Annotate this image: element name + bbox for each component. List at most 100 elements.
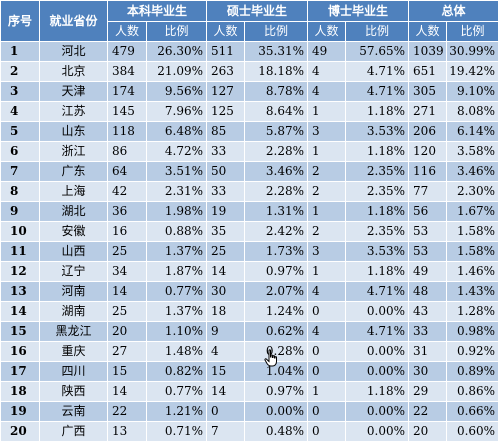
- row-province: 河北: [40, 42, 108, 62]
- cell-undergrad-ratio: 4.72%: [147, 142, 207, 162]
- cell-undergrad-ratio: 0.71%: [147, 422, 207, 442]
- cell-total-ratio: 1.46%: [447, 262, 498, 282]
- cell-undergrad-ratio: 0.88%: [147, 222, 207, 242]
- row-index: 5: [1, 122, 40, 142]
- cell-undergrad-ratio: 9.56%: [147, 82, 207, 102]
- cell-master-count: 125: [207, 102, 245, 122]
- cell-doctor-count: 1: [308, 382, 346, 402]
- cell-master-ratio: 8.64%: [245, 102, 308, 122]
- row-index: 19: [1, 402, 40, 422]
- cell-master-ratio: 35.31%: [245, 42, 308, 62]
- cell-undergrad-ratio: 6.48%: [147, 122, 207, 142]
- cell-total-count: 30: [409, 362, 447, 382]
- cell-total-ratio: 0.98%: [447, 322, 498, 342]
- cell-master-ratio: 2.28%: [245, 182, 308, 202]
- cell-doctor-ratio: 57.65%: [346, 42, 409, 62]
- cell-master-ratio: 2.42%: [245, 222, 308, 242]
- cell-master-count: 14: [207, 382, 245, 402]
- cell-doctor-count: 0: [308, 402, 346, 422]
- cell-total-ratio: 6.14%: [447, 122, 498, 142]
- cell-doctor-count: 49: [308, 42, 346, 62]
- cell-total-ratio: 1.43%: [447, 282, 498, 302]
- cell-total-ratio: 1.28%: [447, 302, 498, 322]
- cell-master-count: 33: [207, 182, 245, 202]
- cell-undergrad-count: 64: [108, 162, 147, 182]
- cell-doctor-count: 1: [308, 102, 346, 122]
- cell-master-count: 511: [207, 42, 245, 62]
- cell-doctor-count: 4: [308, 82, 346, 102]
- header-province: 就业省份: [40, 1, 108, 42]
- cell-total-count: 53: [409, 222, 447, 242]
- cell-total-ratio: 0.89%: [447, 362, 498, 382]
- cell-total-ratio: 8.08%: [447, 102, 498, 122]
- cell-master-ratio: 1.24%: [245, 302, 308, 322]
- header-sub-ratio: 比例: [346, 22, 409, 42]
- cell-undergrad-ratio: 1.37%: [147, 302, 207, 322]
- cell-total-ratio: 9.10%: [447, 82, 498, 102]
- row-province: 辽宁: [40, 262, 108, 282]
- row-province: 广西: [40, 422, 108, 442]
- row-index: 2: [1, 62, 40, 82]
- cell-total-ratio: 1.58%: [447, 242, 498, 262]
- cell-total-ratio: 0.86%: [447, 382, 498, 402]
- cell-total-count: 206: [409, 122, 447, 142]
- cell-doctor-ratio: 1.18%: [346, 202, 409, 222]
- cell-master-ratio: 0.97%: [245, 382, 308, 402]
- cell-master-count: 18: [207, 302, 245, 322]
- cell-master-count: 25: [207, 242, 245, 262]
- header-master: 硕士毕业生: [207, 1, 308, 22]
- cell-doctor-count: 3: [308, 242, 346, 262]
- row-province: 河南: [40, 282, 108, 302]
- cell-doctor-ratio: 0.00%: [346, 342, 409, 362]
- cell-undergrad-count: 14: [108, 282, 147, 302]
- header-sub-ratio: 比例: [147, 22, 207, 42]
- cell-doctor-count: 0: [308, 362, 346, 382]
- cell-doctor-count: 0: [308, 342, 346, 362]
- cell-undergrad-ratio: 0.82%: [147, 362, 207, 382]
- cell-doctor-count: 2: [308, 222, 346, 242]
- cell-undergrad-ratio: 2.31%: [147, 182, 207, 202]
- cell-total-count: 48: [409, 282, 447, 302]
- cell-total-count: 56: [409, 202, 447, 222]
- cell-master-ratio: 0.97%: [245, 262, 308, 282]
- cell-undergrad-ratio: 1.87%: [147, 262, 207, 282]
- row-index: 12: [1, 262, 40, 282]
- row-index: 17: [1, 362, 40, 382]
- cell-undergrad-ratio: 1.10%: [147, 322, 207, 342]
- cell-doctor-count: 3: [308, 122, 346, 142]
- cell-total-count: 77: [409, 182, 447, 202]
- cell-total-ratio: 19.42%: [447, 62, 498, 82]
- cell-doctor-count: 1: [308, 202, 346, 222]
- cell-master-ratio: 0.62%: [245, 322, 308, 342]
- row-province: 山东: [40, 122, 108, 142]
- row-province: 山西: [40, 242, 108, 262]
- cell-master-count: 127: [207, 82, 245, 102]
- cell-undergrad-count: 479: [108, 42, 147, 62]
- cell-doctor-ratio: 4.71%: [346, 62, 409, 82]
- cell-total-count: 22: [409, 402, 447, 422]
- cell-undergrad-ratio: 3.51%: [147, 162, 207, 182]
- cell-undergrad-ratio: 1.98%: [147, 202, 207, 222]
- cell-doctor-count: 4: [308, 322, 346, 342]
- cell-undergrad-count: 25: [108, 302, 147, 322]
- cell-undergrad-ratio: 7.96%: [147, 102, 207, 122]
- cell-doctor-count: 2: [308, 182, 346, 202]
- hand-pointer-icon: [264, 349, 278, 367]
- cell-total-ratio: 0.92%: [447, 342, 498, 362]
- cell-master-ratio: 8.78%: [245, 82, 308, 102]
- cell-undergrad-count: 42: [108, 182, 147, 202]
- row-province: 广东: [40, 162, 108, 182]
- cell-undergrad-ratio: 1.21%: [147, 402, 207, 422]
